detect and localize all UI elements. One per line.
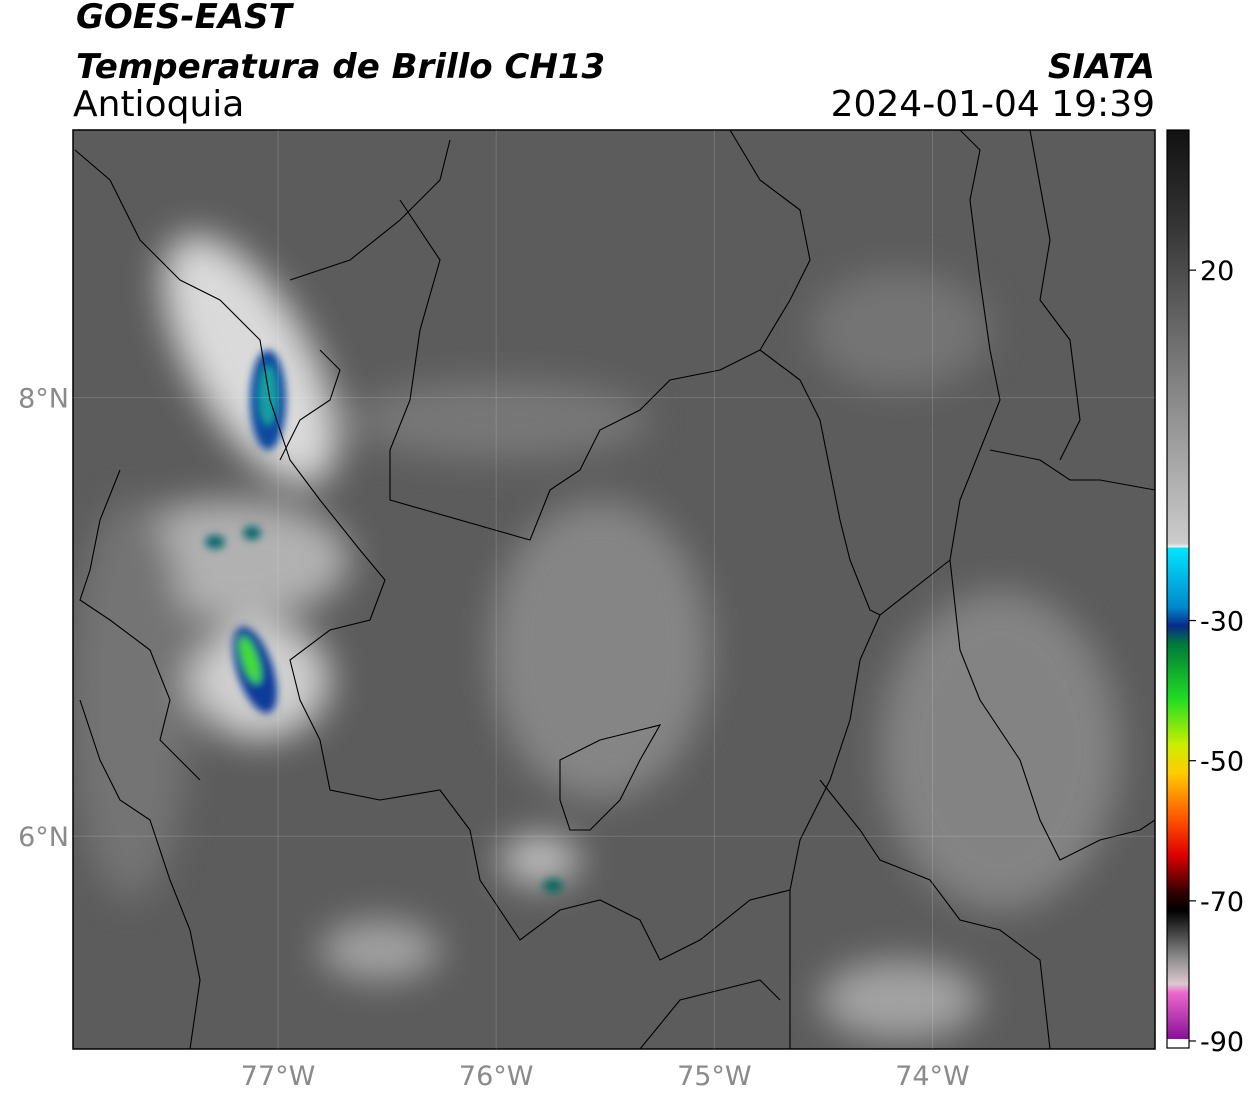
colorbar xyxy=(1166,129,1190,1049)
subtitle: Temperatura de Brillo CH13 xyxy=(76,47,605,87)
source: SIATA xyxy=(1048,47,1155,87)
boundaries xyxy=(74,130,1155,1049)
colorbar-tick-label: 20 xyxy=(1200,256,1234,287)
x-tick-label: 77°W xyxy=(241,1061,316,1092)
colorbar-tick-label: -70 xyxy=(1200,887,1244,918)
title: GOES-EAST xyxy=(76,0,295,37)
colorbar-tick-label: -90 xyxy=(1200,1027,1244,1058)
x-tick-label: 75°W xyxy=(677,1061,752,1092)
region: Antioquia xyxy=(73,84,244,125)
y-tick-label: 6°N xyxy=(18,822,69,853)
x-tick-label: 74°W xyxy=(895,1061,970,1092)
colorbar-tick-label: -50 xyxy=(1200,747,1244,778)
colorbar-tick-label: -30 xyxy=(1200,607,1244,638)
map-frame xyxy=(72,129,1156,1050)
y-tick-label: 8°N xyxy=(18,384,69,415)
x-tick-label: 76°W xyxy=(459,1061,534,1092)
datetime: 2024-01-04 19:39 xyxy=(831,84,1155,125)
imagery xyxy=(73,130,1155,1049)
